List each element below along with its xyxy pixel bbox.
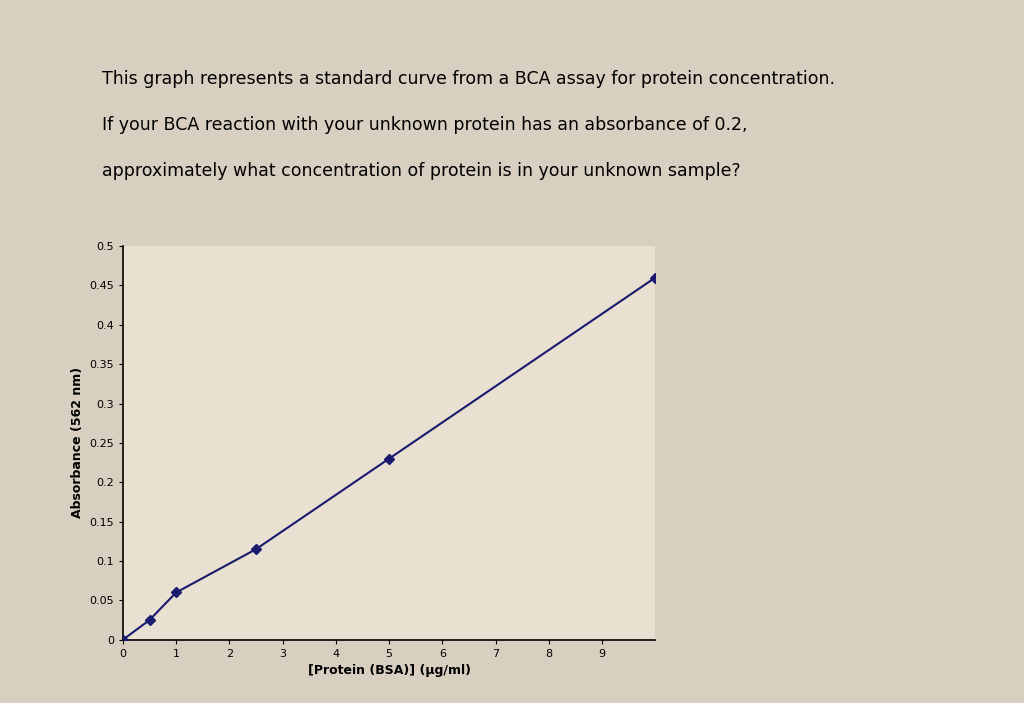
Text: This graph represents a standard curve from a BCA assay for protein concentratio: This graph represents a standard curve f… xyxy=(102,70,836,89)
Text: If your BCA reaction with your unknown protein has an absorbance of 0.2,: If your BCA reaction with your unknown p… xyxy=(102,116,748,134)
Text: approximately what concentration of protein is in your unknown sample?: approximately what concentration of prot… xyxy=(102,162,741,180)
X-axis label: [Protein (BSA)] (µg/ml): [Protein (BSA)] (µg/ml) xyxy=(307,664,471,677)
Y-axis label: Absorbance (562 nm): Absorbance (562 nm) xyxy=(71,368,84,518)
